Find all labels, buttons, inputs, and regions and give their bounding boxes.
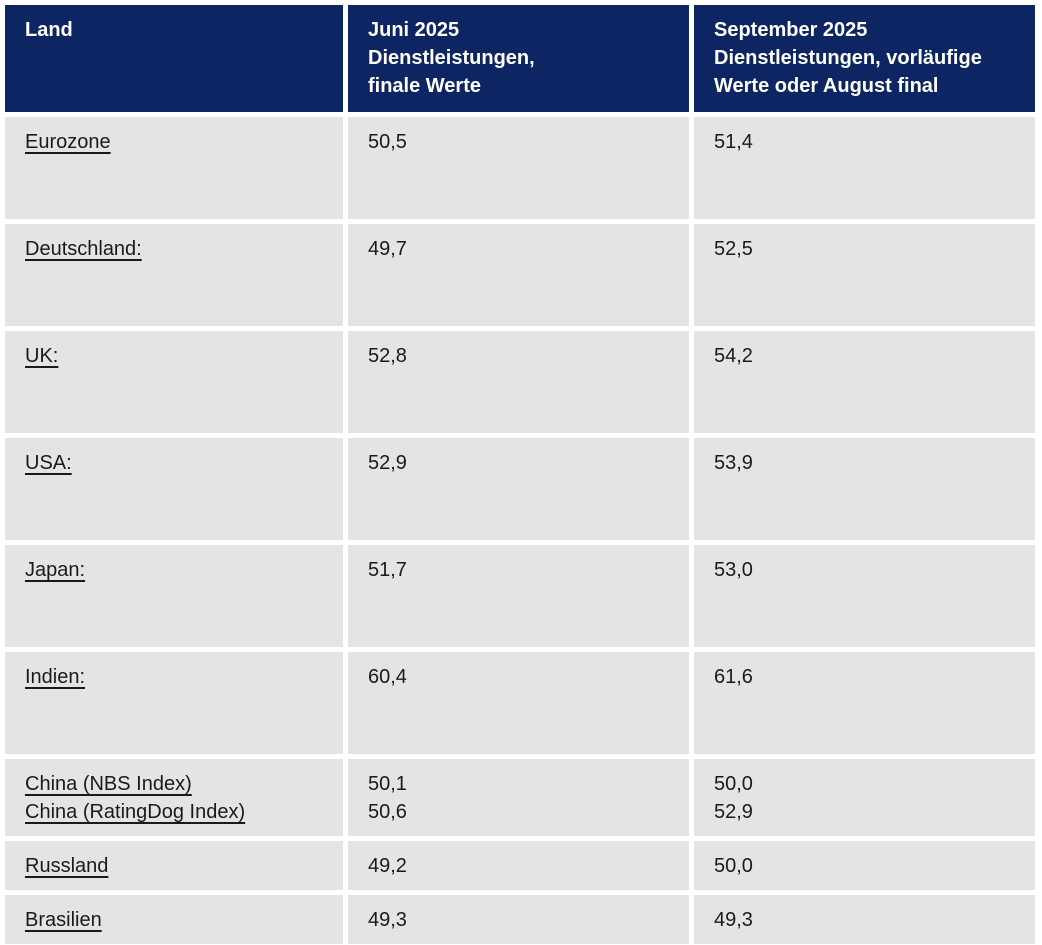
- september-cell: 53,9: [694, 438, 1035, 540]
- september-cell: 49,3: [694, 895, 1035, 944]
- country-link-russland[interactable]: Russland: [25, 855, 109, 877]
- land-cell: Japan:: [5, 545, 343, 647]
- pmi-value: 49,7: [368, 238, 407, 260]
- juni-cell: 60,4: [348, 652, 689, 754]
- land-cell: Indien:: [5, 652, 343, 754]
- col-header-land: Land: [5, 5, 343, 112]
- juni-cell: 50,1 50,6: [348, 759, 689, 836]
- juni-cell: 49,3: [348, 895, 689, 944]
- pmi-value: 49,3: [368, 909, 407, 931]
- juni-cell: 52,8: [348, 331, 689, 433]
- september-cell: 51,4: [694, 117, 1035, 219]
- country-link-deutschland[interactable]: Deutschland:: [25, 238, 142, 260]
- pmi-value: 53,0: [714, 559, 753, 581]
- pmi-value: 49,2: [368, 855, 407, 877]
- juni-cell: 50,5: [348, 117, 689, 219]
- header-row: Land Juni 2025 Dienstleistungen, finale …: [5, 5, 1035, 112]
- september-cell: 52,5: [694, 224, 1035, 326]
- pmi-value: 60,4: [368, 666, 407, 688]
- september-cell: 50,0: [694, 841, 1035, 890]
- juni-cell: 52,9: [348, 438, 689, 540]
- pmi-value: 50,1: [368, 773, 407, 795]
- land-cell: China (NBS Index) China (RatingDog Index…: [5, 759, 343, 836]
- col-header-september-line: Dienstleistungen, vorläufige: [714, 47, 982, 69]
- september-cell: 61,6: [694, 652, 1035, 754]
- country-link-indien[interactable]: Indien:: [25, 666, 86, 688]
- pmi-value: 61,6: [714, 666, 753, 688]
- col-header-juni-line: Juni 2025: [368, 19, 460, 41]
- col-header-september-line: Werte oder August final: [714, 75, 939, 97]
- juni-cell: 51,7: [348, 545, 689, 647]
- juni-cell: 49,2: [348, 841, 689, 890]
- juni-cell: 49,7: [348, 224, 689, 326]
- september-cell: 50,0 52,9: [694, 759, 1035, 836]
- table-row-russland: Russland 49,2 50,0: [5, 841, 1035, 890]
- col-header-september-line: September 2025: [714, 19, 868, 41]
- land-cell: Deutschland:: [5, 224, 343, 326]
- country-link-uk[interactable]: UK:: [25, 345, 59, 367]
- col-header-juni-line: finale Werte: [368, 75, 481, 97]
- table-row-eurozone: Eurozone 50,5 51,4: [5, 117, 1035, 219]
- land-cell: Brasilien: [5, 895, 343, 944]
- country-link-china-ratingdog[interactable]: China (RatingDog Index): [25, 801, 246, 823]
- pmi-value: 51,7: [368, 559, 407, 581]
- land-cell: USA:: [5, 438, 343, 540]
- col-header-land-label: Land: [25, 19, 73, 41]
- pmi-value: 50,6: [368, 801, 407, 823]
- pmi-value: 51,4: [714, 131, 753, 153]
- table-row-indien: Indien: 60,4 61,6: [5, 652, 1035, 754]
- country-link-china-nbs[interactable]: China (NBS Index): [25, 773, 192, 795]
- pmi-value: 52,9: [368, 452, 407, 474]
- country-link-brasilien[interactable]: Brasilien: [25, 909, 102, 931]
- pmi-value: 50,0: [714, 855, 753, 877]
- pmi-value: 50,5: [368, 131, 407, 153]
- country-link-japan[interactable]: Japan:: [25, 559, 86, 581]
- table-row-japan: Japan: 51,7 53,0: [5, 545, 1035, 647]
- country-link-usa[interactable]: USA:: [25, 452, 72, 474]
- table-row-brasilien: Brasilien 49,3 49,3: [5, 895, 1035, 944]
- country-link-eurozone[interactable]: Eurozone: [25, 131, 111, 153]
- pmi-value: 50,0: [714, 773, 753, 795]
- pmi-value: 52,8: [368, 345, 407, 367]
- col-header-september-2025: September 2025 Dienstleistungen, vorläuf…: [694, 5, 1035, 112]
- col-header-juni-line: Dienstleistungen,: [368, 47, 535, 69]
- pmi-value: 52,9: [714, 801, 753, 823]
- land-cell: Russland: [5, 841, 343, 890]
- pmi-value: 52,5: [714, 238, 753, 260]
- table-row-uk: UK: 52,8 54,2: [5, 331, 1035, 433]
- land-cell: Eurozone: [5, 117, 343, 219]
- table-row-deutschland: Deutschland: 49,7 52,5: [5, 224, 1035, 326]
- pmi-value: 54,2: [714, 345, 753, 367]
- september-cell: 54,2: [694, 331, 1035, 433]
- table-row-usa: USA: 52,9 53,9: [5, 438, 1035, 540]
- pmi-value: 49,3: [714, 909, 753, 931]
- table-row-china: China (NBS Index) China (RatingDog Index…: [5, 759, 1035, 836]
- land-cell: UK:: [5, 331, 343, 433]
- pmi-value: 53,9: [714, 452, 753, 474]
- col-header-juni-2025: Juni 2025 Dienstleistungen, finale Werte: [348, 5, 689, 112]
- september-cell: 53,0: [694, 545, 1035, 647]
